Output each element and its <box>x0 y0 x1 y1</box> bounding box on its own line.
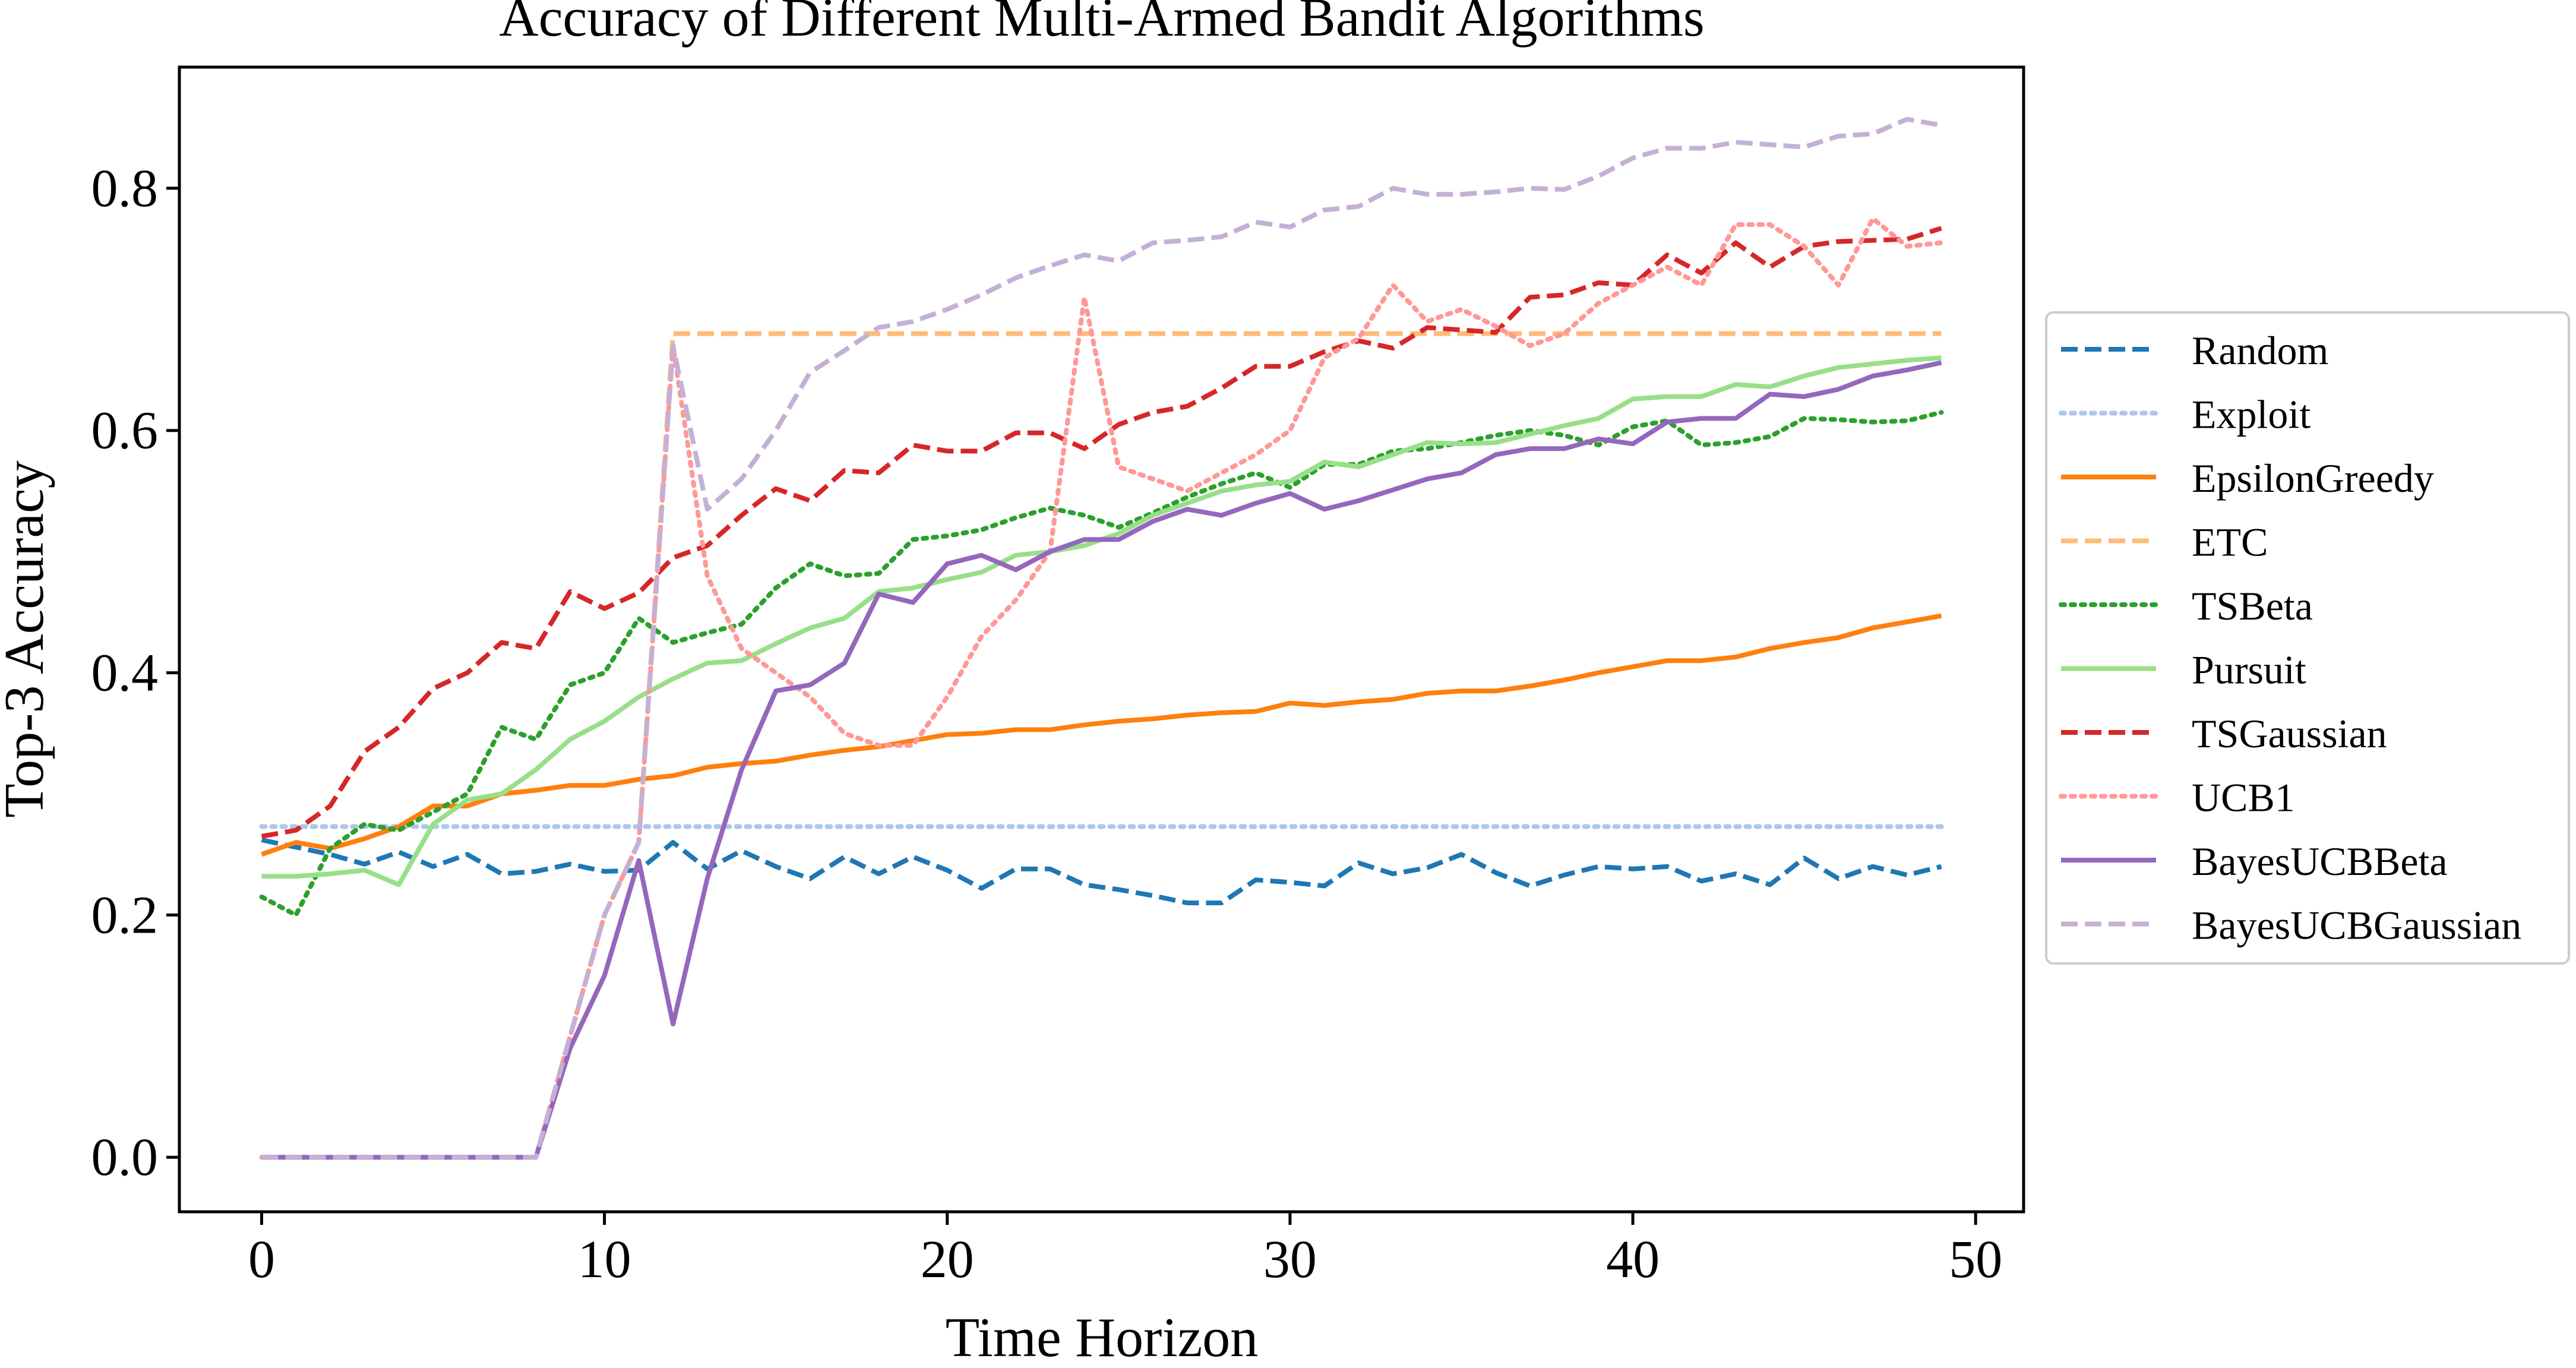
series-line-random <box>261 838 1942 905</box>
series-line-tsgaussian <box>261 226 1942 839</box>
series-line-epsilongreedy <box>261 613 1942 857</box>
series-layer <box>259 116 1944 1160</box>
chart-title: Accuracy of Different Multi-Armed Bandit… <box>499 0 1704 48</box>
series-line-tsbeta <box>259 410 1944 918</box>
y-tick-label: 0.8 <box>91 159 159 218</box>
legend-label: TSGaussian <box>2192 711 2387 756</box>
legend: Random Exploit EpsilonGreedy ETC TSBeta Pursu… <box>2045 311 2570 965</box>
legend-label: Random <box>2192 328 2328 373</box>
x-tick-label: 40 <box>1606 1230 1660 1289</box>
x-tick-label: 20 <box>921 1230 974 1289</box>
legend-label: BayesUCBGaussian <box>2192 903 2521 948</box>
y-tick-label: 0.4 <box>91 644 159 703</box>
y-tick-label: 0.6 <box>91 402 159 460</box>
x-axis-label: Time Horizon <box>946 1307 1259 1368</box>
x-axis: 0 10 20 30 40 50 <box>248 1212 2002 1289</box>
x-tick-label: 30 <box>1263 1230 1317 1289</box>
x-tick-label: 0 <box>248 1230 275 1289</box>
series-line-bayesucbgaussian <box>261 116 1942 1160</box>
y-tick-label: 0.0 <box>91 1128 159 1187</box>
legend-label: Pursuit <box>2192 647 2306 693</box>
legend-label: BayesUCBBeta <box>2192 839 2448 884</box>
legend-frame <box>2045 311 2570 965</box>
plot-frame <box>178 65 2025 1214</box>
legend-label: Exploit <box>2192 392 2311 437</box>
legend-label: EpsilonGreedy <box>2192 456 2434 501</box>
y-tick-label: 0.2 <box>91 886 159 944</box>
x-tick-label: 50 <box>1949 1230 2002 1289</box>
y-axis-label: Top-3 Accuracy <box>0 460 55 818</box>
legend-label: UCB1 <box>2192 775 2295 820</box>
y-axis: 0.0 0.2 0.4 0.6 0.8 <box>91 159 179 1187</box>
legend-label: TSBeta <box>2192 583 2313 628</box>
x-tick-label: 10 <box>578 1230 631 1289</box>
legend-label: ETC <box>2192 520 2268 565</box>
